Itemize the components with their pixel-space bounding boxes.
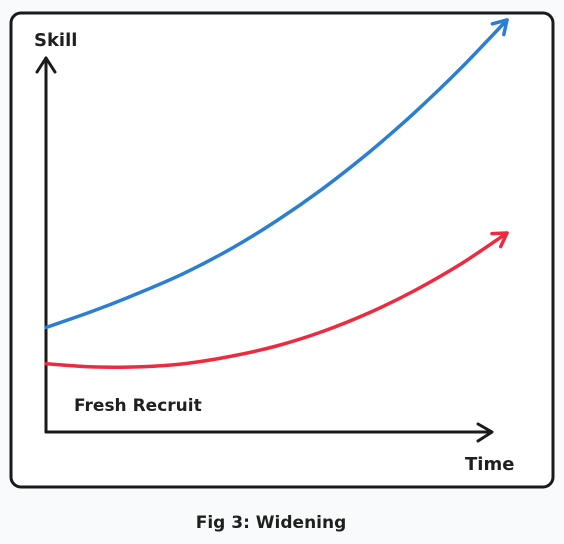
annotation-label: Fresh Recruit <box>74 396 202 416</box>
y-axis-label: Skill <box>34 30 77 51</box>
series-line-1 <box>44 18 509 330</box>
x-axis-arrowhead <box>476 422 494 443</box>
axes <box>35 56 494 443</box>
x-axis-label: Time <box>465 454 514 475</box>
y-axis-arrowhead <box>35 56 57 74</box>
series-2-arrowhead <box>490 231 509 249</box>
figure-caption: Fig 3: Widening <box>196 513 347 533</box>
series-1-arrowhead <box>490 18 509 37</box>
chart-frame <box>9 11 555 489</box>
series-layer <box>44 18 509 370</box>
series-line-2 <box>44 231 509 370</box>
